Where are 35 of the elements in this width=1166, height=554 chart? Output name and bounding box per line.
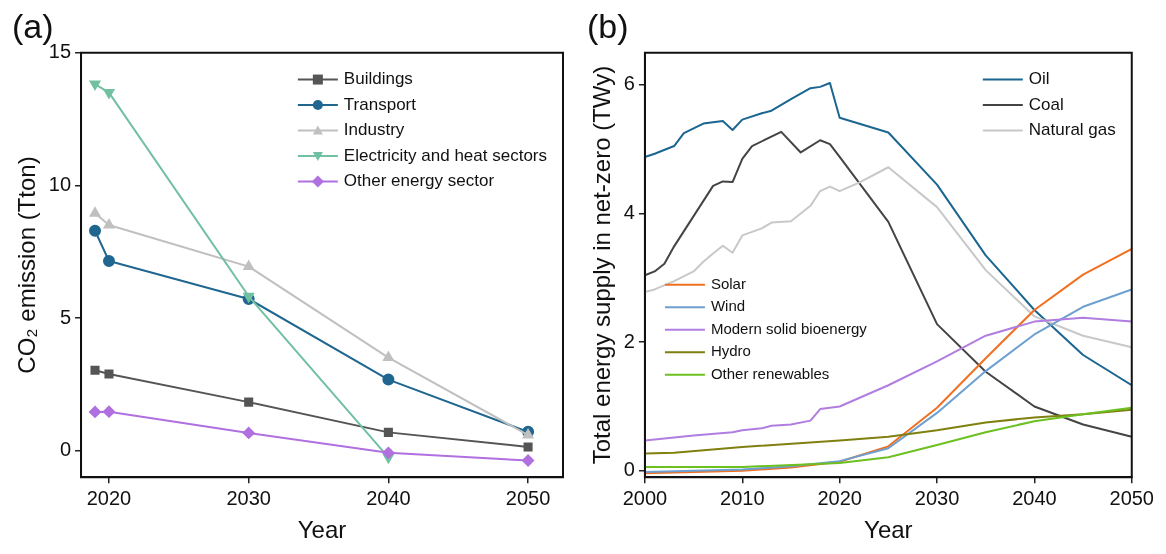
legend-label: Industry (343, 120, 405, 140)
y-tick-label: 0 (623, 458, 635, 481)
legend-label: Transport (343, 94, 417, 114)
x-tick-label: 2050 (1109, 486, 1154, 509)
legend-label: Modern solid bioenergy (710, 319, 868, 337)
x-tick-label: 2030 (226, 486, 271, 509)
legend-label: Buildings (343, 69, 413, 89)
chart-title: (b) (587, 6, 629, 45)
x-tick-label: 2020 (817, 486, 862, 509)
x-axis-title: Year (297, 516, 347, 544)
x-tick-label: 2030 (914, 486, 960, 509)
x-tick-label: 2020 (86, 486, 132, 509)
x-tick-label: 2010 (720, 486, 765, 509)
legend-label: Other energy sector (343, 171, 495, 191)
y-tick-label: 10 (48, 172, 72, 195)
x-tick-label: 2040 (366, 486, 411, 509)
y-tick-label: 6 (623, 72, 635, 95)
y-axis-title: Total energy supply in net-zero (TWy) (588, 65, 616, 465)
x-tick-label: 2040 (1012, 486, 1057, 509)
legend-label: Electricity and heat sectors (343, 145, 548, 165)
x-tick-label: 2000 (622, 486, 668, 509)
legend-label: Coal (1028, 94, 1064, 114)
x-tick-label: 2050 (505, 486, 551, 509)
legend-label: Solar (710, 274, 746, 292)
legend-label: Wind (710, 297, 746, 315)
legend-label: Other renewables (710, 364, 830, 382)
y-axis-title: CO₂ emission (Tton) (13, 156, 41, 374)
y-tick-label: 0 (59, 438, 72, 461)
legend-label: Oil (1028, 69, 1050, 89)
y-tick-label: 2 (623, 329, 635, 352)
x-axis-title: Year (864, 516, 913, 544)
y-tick-label: 5 (59, 305, 72, 328)
y-tick-label: 4 (623, 201, 635, 224)
legend-label: Hydro (710, 342, 751, 360)
legend-label: Natural gas (1028, 120, 1116, 140)
